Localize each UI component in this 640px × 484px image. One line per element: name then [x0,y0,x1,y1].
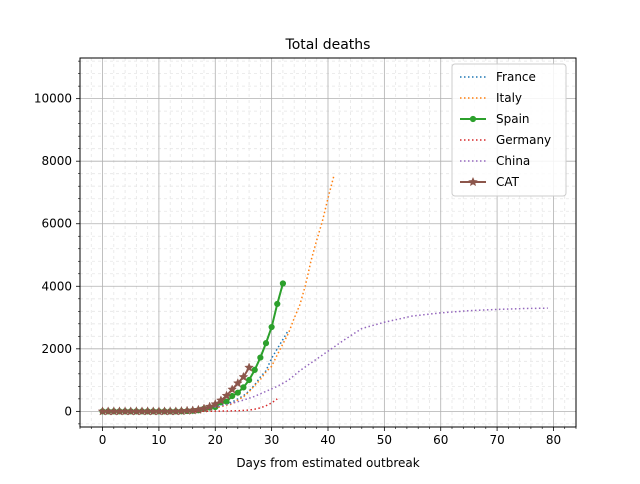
legend: France Italy Spain Germany China CAT [451,63,567,197]
y-tick-label: 6000 [41,217,72,231]
y-tick-label: 2000 [41,342,72,356]
legend-label-germany: Germany [496,133,551,147]
series-cat [97,362,254,416]
legend-marker-spain [469,115,477,123]
data-point-cat [204,401,215,411]
series-line-germany [102,398,278,413]
data-point-spain [240,384,247,391]
data-point-cat [232,378,243,388]
data-point-spain [274,300,281,308]
series-layer [97,176,548,416]
x-tick-label: 50 [377,433,392,447]
grid [79,58,577,427]
data-point-cat [244,362,254,372]
series-germany [102,398,278,413]
x-tick-label: 30 [264,433,279,447]
legend-label-italy: Italy [496,91,522,105]
series-italy [102,176,335,413]
legend-label-france: France [496,70,536,84]
data-point-cat [221,390,232,400]
x-tick-label: 10 [151,433,166,447]
x-tick-label: 20 [208,433,223,447]
y-tick-label: 10000 [34,92,72,106]
y-tick-label: 0 [64,404,72,418]
y-tick-label: 8000 [41,154,72,168]
data-point-spain [229,392,236,400]
x-axis-label: Days from estimated outbreak [236,456,419,470]
x-tick-label: 80 [546,433,561,447]
y-tick-label: 4000 [41,279,72,293]
data-point-spain [268,323,275,331]
x-tick-label: 60 [433,433,448,447]
legend-marker-cat [468,176,478,187]
legend-label-cat: CAT [496,175,520,189]
data-point-cat [238,371,249,382]
data-point-spain [245,376,253,384]
data-point-spain [262,340,270,347]
data-point-spain [279,280,287,287]
data-point-spain [223,398,230,405]
legend-box [451,63,567,197]
legend-label-china: China [496,154,530,168]
data-point-spain [234,389,241,396]
legend-label-spain: Spain [496,112,530,126]
x-tick-label: 0 [99,433,107,447]
chart-title: Total deaths [285,37,371,53]
data-point-spain [257,354,264,361]
x-tick-label: 70 [489,433,504,447]
data-point-cat [227,384,238,394]
data-point-spain [251,366,258,373]
series-line-italy [102,176,335,413]
x-tick-label: 40 [320,433,335,447]
ticks: 0 10 20 30 40 50 60 70 80 0 2000 4000 6000 8000 10000 [34,60,577,447]
